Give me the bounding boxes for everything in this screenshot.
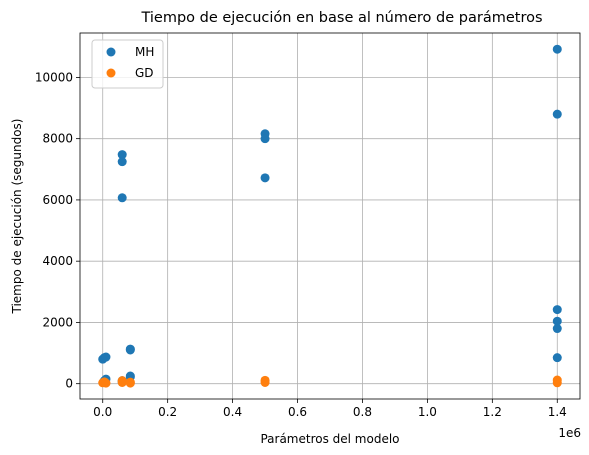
plot-frame xyxy=(79,32,581,400)
y-tick-label: 4000 xyxy=(42,254,73,268)
point-mh xyxy=(125,345,135,355)
y-tick-label: 2000 xyxy=(42,315,73,329)
point-mh xyxy=(260,173,270,183)
point-mh xyxy=(117,193,127,203)
y-tick-label: 8000 xyxy=(42,132,73,146)
x-tick-label: 0.8 xyxy=(353,405,372,419)
legend-marker-gd xyxy=(106,68,116,78)
x-tick-label: 0.2 xyxy=(158,405,177,419)
point-mh xyxy=(101,352,111,362)
y-tick-label: 6000 xyxy=(42,193,73,207)
x-axis-ticks: 0.0 0.2 0.4 0.6 0.8 1.0 1.2 1.4 xyxy=(93,399,567,419)
legend-marker-mh xyxy=(106,47,116,57)
y-tick-label: 10000 xyxy=(35,70,73,84)
point-mh xyxy=(552,109,562,119)
point-gd xyxy=(552,378,562,388)
x-axis-offset-label: 1e6 xyxy=(558,426,581,440)
legend-label-gd: GD xyxy=(135,66,154,80)
y-tick-label: 0 xyxy=(65,377,73,391)
x-axis-label: Parámetros del modelo xyxy=(260,432,399,446)
grid xyxy=(80,33,580,399)
x-tick-label: 1.0 xyxy=(418,405,437,419)
legend-label-mh: MH xyxy=(135,45,154,59)
x-tick-label: 1.4 xyxy=(548,405,567,419)
point-mh xyxy=(117,157,127,167)
y-axis-ticks: 0 2000 4000 6000 8000 10000 xyxy=(35,70,80,391)
point-gd xyxy=(125,377,135,387)
data-points xyxy=(98,44,562,388)
x-tick-label: 0.6 xyxy=(288,405,307,419)
chart-title: Tiempo de ejecución en base al número de… xyxy=(140,10,542,26)
point-mh xyxy=(117,150,127,160)
point-mh xyxy=(552,305,562,315)
point-mh xyxy=(552,44,562,54)
x-tick-label: 0.4 xyxy=(223,405,242,419)
point-mh xyxy=(552,353,562,363)
point-gd xyxy=(101,378,111,388)
legend: MH GD xyxy=(91,39,164,89)
point-gd xyxy=(260,377,270,387)
point-mh xyxy=(552,324,562,334)
point-gd xyxy=(117,377,127,387)
point-mh xyxy=(260,134,270,144)
y-axis-label: Tiempo de ejecución (segundos) xyxy=(10,119,24,315)
x-tick-label: 0.0 xyxy=(93,405,112,419)
point-mh xyxy=(552,316,562,326)
x-tick-label: 1.2 xyxy=(483,405,502,419)
